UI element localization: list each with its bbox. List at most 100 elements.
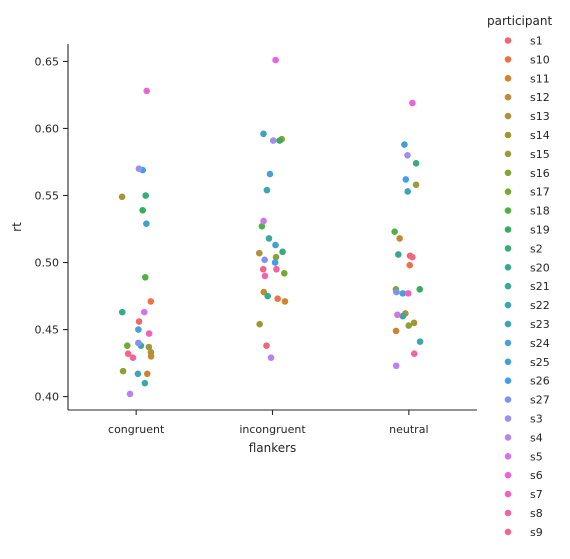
y-tick-label: 0.45 bbox=[35, 324, 60, 337]
legend-marker bbox=[504, 56, 512, 63]
data-point-s22 bbox=[141, 379, 149, 387]
data-point-s6 bbox=[409, 99, 416, 107]
data-point-s22 bbox=[416, 338, 424, 345]
data-point-s18 bbox=[141, 273, 149, 281]
legend-marker bbox=[504, 471, 512, 479]
y-tick-label: 0.50 bbox=[35, 257, 60, 270]
y-axis-label: rt bbox=[10, 222, 24, 232]
data-point-s27 bbox=[261, 256, 268, 264]
data-point-s4 bbox=[126, 390, 134, 398]
data-point-s9 bbox=[259, 265, 267, 273]
y-tick-label: 0.40 bbox=[35, 391, 60, 404]
data-point-s8 bbox=[273, 265, 280, 273]
data-point-s2 bbox=[279, 248, 286, 256]
legend-label: s16 bbox=[530, 167, 550, 180]
y-tick-label: 0.65 bbox=[35, 55, 60, 68]
legend-label: s19 bbox=[530, 224, 550, 237]
legend-marker bbox=[504, 415, 512, 422]
legend-marker bbox=[504, 396, 512, 403]
data-point-s9 bbox=[124, 350, 132, 357]
legend-marker bbox=[504, 320, 512, 328]
data-point-s3 bbox=[269, 137, 277, 144]
data-point-s4 bbox=[392, 362, 400, 370]
legend-label: s11 bbox=[530, 72, 550, 85]
data-point-s10 bbox=[274, 295, 281, 303]
legend-label: s24 bbox=[530, 337, 550, 350]
legend-marker bbox=[504, 188, 512, 195]
legend-marker bbox=[504, 358, 512, 366]
data-point-s19 bbox=[416, 286, 424, 293]
data-point-s1 bbox=[263, 342, 270, 349]
data-point-s23 bbox=[134, 370, 142, 378]
data-point-s17 bbox=[280, 269, 288, 277]
data-point-s24 bbox=[266, 170, 274, 178]
data-point-s18 bbox=[391, 228, 398, 235]
data-point-s6 bbox=[143, 87, 150, 95]
y-tick-label: 0.55 bbox=[35, 189, 60, 202]
legend-marker bbox=[504, 75, 512, 82]
data-point-s5 bbox=[394, 311, 401, 319]
data-point-s2 bbox=[142, 192, 149, 199]
legend-marker bbox=[504, 490, 512, 498]
legend: participant s1 s10 s11 s12 s13 s14 s15 s16 s17 s1… bbox=[487, 14, 552, 539]
legend-marker bbox=[504, 301, 512, 309]
data-point-s14 bbox=[118, 193, 126, 201]
data-point-s26 bbox=[402, 176, 410, 183]
data-point-s8 bbox=[410, 350, 418, 357]
data-point-s12 bbox=[396, 235, 403, 242]
legend-marker bbox=[504, 207, 512, 214]
data-point-s25 bbox=[272, 241, 279, 249]
data-point-s8 bbox=[129, 354, 137, 362]
data-point-s14 bbox=[256, 320, 263, 328]
legend-marker bbox=[504, 112, 512, 120]
legend-label: s9 bbox=[530, 526, 543, 539]
legend-label: s20 bbox=[530, 261, 550, 274]
legend-label: s7 bbox=[530, 488, 543, 501]
data-point-s20 bbox=[118, 308, 126, 316]
data-point-s2 bbox=[412, 160, 420, 167]
data-point-s21 bbox=[399, 312, 407, 320]
data-point-s22 bbox=[263, 186, 271, 194]
legend-marker bbox=[504, 453, 512, 460]
data-point-s11 bbox=[281, 298, 289, 305]
legend-label: s15 bbox=[530, 148, 550, 161]
legend-label: s17 bbox=[530, 186, 550, 199]
legend-marker bbox=[504, 226, 512, 233]
legend-label: s18 bbox=[530, 205, 550, 218]
legend-label: s4 bbox=[530, 431, 543, 444]
data-point-s13 bbox=[255, 249, 263, 257]
data-point-s7 bbox=[145, 330, 153, 337]
data-point-s25 bbox=[401, 141, 408, 148]
data-point-s16 bbox=[405, 322, 413, 329]
x-axis: congruent incongruent neutral bbox=[108, 410, 429, 436]
legend-label: s14 bbox=[530, 129, 550, 142]
y-axis: 0.40 0.45 0.50 0.55 0.60 0.65 bbox=[35, 55, 68, 404]
data-point-s24 bbox=[135, 326, 142, 333]
data-point-s16 bbox=[119, 367, 127, 375]
data-point-s20 bbox=[395, 251, 402, 258]
legend-marker bbox=[504, 509, 512, 517]
legend-label: s10 bbox=[530, 53, 550, 66]
legend-marker bbox=[504, 169, 512, 177]
data-point-s16 bbox=[272, 253, 280, 261]
data-point-s15 bbox=[412, 181, 420, 189]
legend-title: participant bbox=[487, 14, 552, 28]
data-point-s4 bbox=[267, 354, 275, 362]
legend-marker bbox=[504, 131, 512, 139]
data-point-s7 bbox=[261, 272, 269, 280]
legend-label: s1 bbox=[530, 35, 543, 48]
legend-marker bbox=[504, 150, 512, 158]
data-point-s5 bbox=[141, 308, 148, 316]
legend-marker bbox=[504, 528, 512, 536]
legend-label: s25 bbox=[530, 356, 550, 369]
data-point-s27 bbox=[393, 288, 400, 296]
legend-label: s23 bbox=[530, 318, 550, 331]
legend-label: s21 bbox=[530, 280, 550, 293]
data-point-s26 bbox=[271, 259, 279, 266]
data-points bbox=[118, 56, 424, 398]
data-point-s7 bbox=[404, 290, 412, 297]
legend-label: s8 bbox=[530, 507, 543, 520]
data-point-s3 bbox=[135, 165, 143, 172]
legend-marker bbox=[504, 93, 512, 101]
